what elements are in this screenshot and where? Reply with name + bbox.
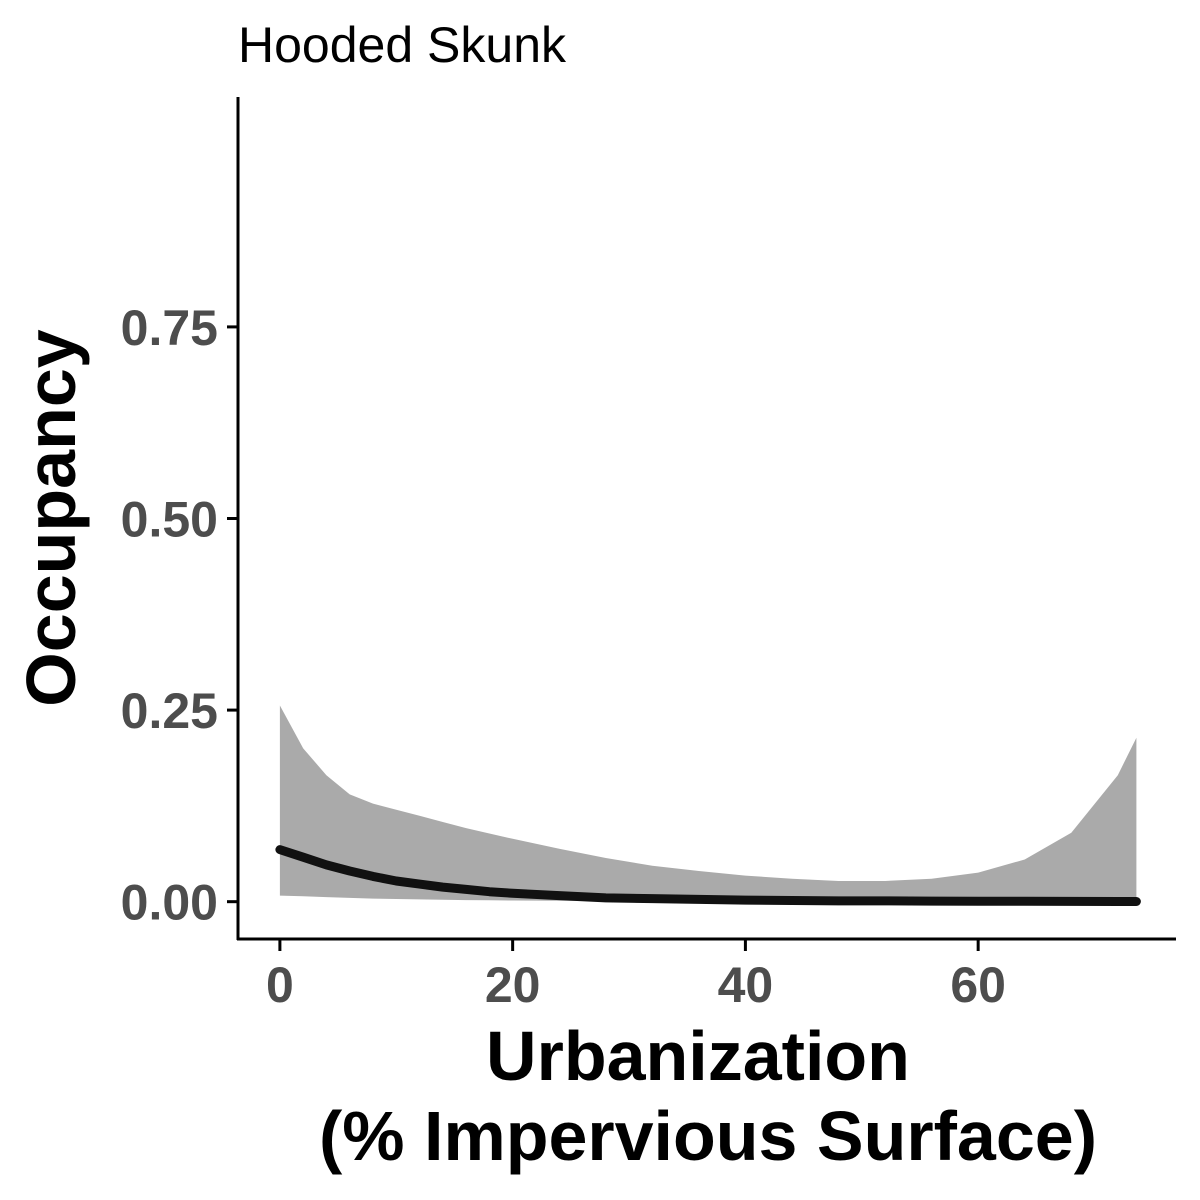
x-tick-label: 60 xyxy=(950,957,1006,1013)
x-tick-label: 40 xyxy=(718,957,774,1013)
y-tick-label: 0.75 xyxy=(121,300,218,356)
confidence-ribbon xyxy=(279,705,1137,902)
y-tick-label: 0.50 xyxy=(121,492,218,548)
y-tick-label: 0.25 xyxy=(121,683,218,739)
y-axis-title: Occupancy xyxy=(12,329,90,706)
x-axis-title-line-1: Urbanization xyxy=(486,1017,910,1095)
x-axis: 0 20 40 60 xyxy=(266,940,1006,1013)
x-tick-label: 0 xyxy=(266,957,294,1013)
y-tick-label: 0.00 xyxy=(121,875,218,931)
chart-title: Hooded Skunk xyxy=(238,17,567,73)
x-tick-label: 20 xyxy=(485,957,541,1013)
fitted-line xyxy=(275,845,1141,906)
y-axis: 0.00 0.25 0.50 0.75 xyxy=(121,300,238,931)
plot-area xyxy=(275,705,1141,906)
x-axis-title-line-2: (% Impervious Surface) xyxy=(319,1097,1097,1175)
